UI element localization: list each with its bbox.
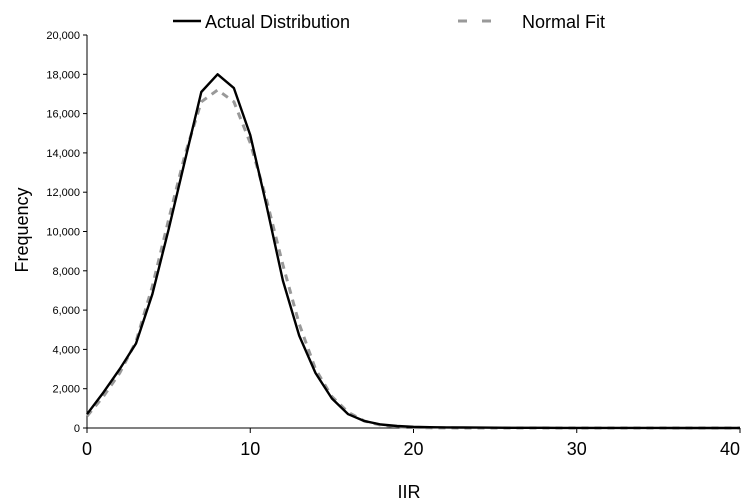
- legend: Actual Distribution Normal Fit: [173, 12, 605, 32]
- y-tick-label: 6,000: [52, 305, 80, 317]
- y-tick-label: 4,000: [52, 344, 80, 356]
- y-tick-label: 16,000: [46, 109, 80, 121]
- y-axis-label: Frequency: [12, 187, 32, 272]
- y-tick-label: 2,000: [52, 384, 80, 396]
- y-axis: 0 2,000 4,000 6,000 8,000 10,000 12,000 14,000 1…: [46, 30, 88, 435]
- y-tick-label: 10,000: [46, 227, 80, 239]
- y-tick-label: 0: [74, 423, 80, 435]
- series-layer: [85, 73, 740, 430]
- x-axis-label: IIR: [397, 482, 420, 500]
- x-tick-label: 0: [82, 439, 92, 459]
- series-line-actual-distribution: [86, 73, 740, 430]
- series-line-normal-fit: [85, 88, 740, 430]
- y-tick-label: 14,000: [46, 148, 80, 160]
- y-tick-label: 20,000: [46, 30, 80, 42]
- legend-label: Normal Fit: [522, 12, 605, 32]
- x-tick-label: 20: [403, 439, 423, 459]
- x-axis: 0 10 20 30 40: [82, 427, 741, 459]
- x-tick-label: 40: [720, 439, 740, 459]
- y-tick-label: 12,000: [46, 187, 80, 199]
- x-tick-label: 10: [240, 439, 260, 459]
- y-tick-label: 8,000: [52, 266, 80, 278]
- legend-label: Actual Distribution: [205, 12, 350, 32]
- x-tick-label: 30: [567, 439, 587, 459]
- y-tick-label: 18,000: [46, 69, 80, 81]
